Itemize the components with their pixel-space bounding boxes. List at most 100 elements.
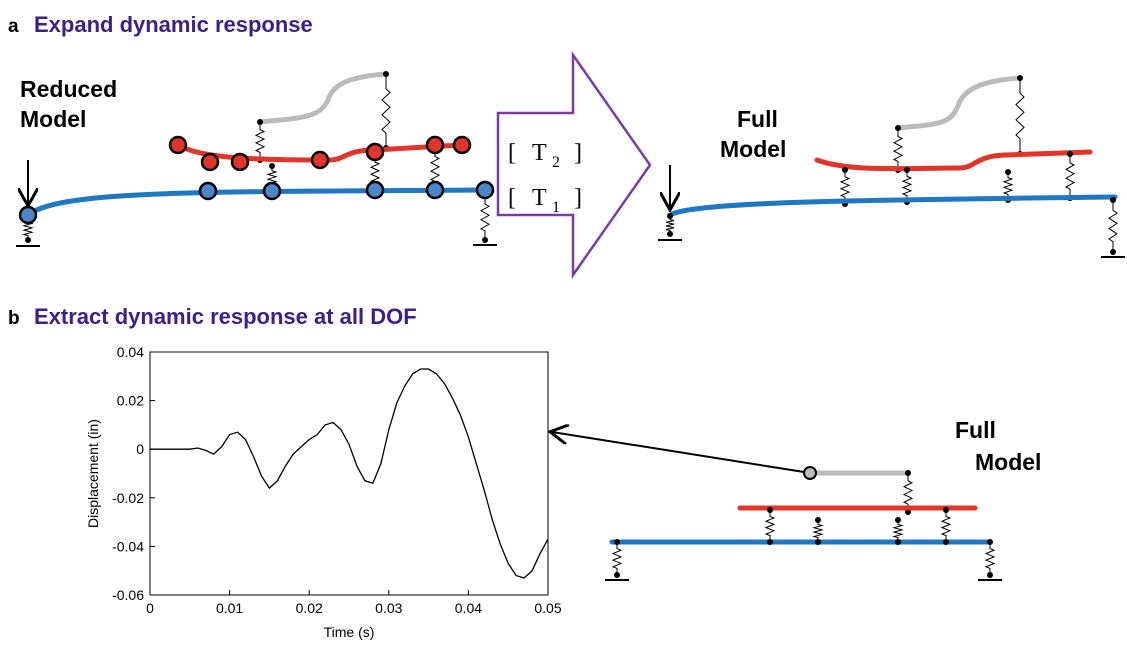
- spring: [892, 128, 904, 170]
- dof-node: [198, 181, 218, 201]
- x-axis-label: Time (s): [324, 624, 375, 640]
- joint: [614, 539, 620, 545]
- y-tick-label: 0: [136, 441, 144, 457]
- beam: [814, 149, 1093, 172]
- joint: [815, 517, 821, 523]
- panel-title: Extract dynamic response at all DOF: [34, 304, 417, 329]
- dof-node: [803, 466, 817, 480]
- beam: [25, 187, 488, 218]
- bracket: ]: [574, 185, 582, 211]
- panel-letter: a: [8, 16, 19, 37]
- x-tick-label: 0.05: [534, 600, 561, 616]
- beam: [257, 71, 389, 125]
- y-tick-label: -0.02: [112, 490, 144, 506]
- dof-node: [452, 135, 472, 155]
- structure-diagrams: [16, 71, 1125, 581]
- x-tick-label: 0.04: [455, 600, 482, 616]
- beam: [895, 75, 1023, 131]
- panel-title: Expand dynamic response: [34, 12, 313, 37]
- dof-node: [365, 142, 385, 162]
- x-tick-label: 0.02: [296, 600, 323, 616]
- spring: [984, 542, 996, 575]
- dof-node: [310, 150, 330, 170]
- joint: [1110, 197, 1116, 203]
- model-label: Full: [955, 417, 996, 443]
- spring: [940, 510, 952, 542]
- joint: [25, 237, 31, 243]
- spring: [1108, 200, 1118, 252]
- spring: [892, 520, 904, 542]
- joint: [257, 119, 263, 125]
- panel-letter: b: [8, 308, 20, 329]
- joint: [1110, 249, 1116, 255]
- y-tick-label: 0.02: [117, 393, 144, 409]
- joint: [482, 237, 488, 243]
- matrix-subscript: 2: [552, 154, 560, 171]
- joint: [667, 231, 673, 237]
- spring: [839, 170, 851, 204]
- joint: [1067, 151, 1073, 157]
- dof-node: [18, 205, 38, 225]
- dof-node: [262, 181, 282, 201]
- dof-node: [425, 180, 445, 200]
- x-tick-label: 0: [146, 600, 154, 616]
- joint: [767, 539, 773, 545]
- spring: [429, 148, 441, 190]
- x-tick-label: 0.01: [216, 600, 243, 616]
- y-tick-label: -0.04: [112, 538, 144, 554]
- model-label: Full: [737, 106, 778, 132]
- dof-node: [200, 152, 220, 172]
- spring: [1015, 78, 1025, 154]
- matrix-subscript: 1: [552, 199, 560, 216]
- spring: [381, 74, 391, 148]
- dof-node: [168, 135, 188, 155]
- y-axis-label: Displacement (in): [85, 419, 101, 528]
- bracket: ]: [574, 140, 582, 166]
- joint: [987, 539, 993, 545]
- spring: [611, 542, 623, 575]
- plot: 0.040.020-0.02-0.04-0.060 0.01 0.02 0.03 0.0…: [85, 344, 562, 640]
- dof-node: [230, 152, 250, 172]
- spring: [812, 520, 824, 542]
- plot-frame: [149, 351, 549, 596]
- y-tick-label: 0.04: [117, 344, 144, 360]
- data-line: [150, 368, 549, 579]
- x-tick-label: 0.03: [375, 600, 402, 616]
- joint: [614, 572, 620, 578]
- joint: [383, 71, 389, 77]
- spring: [901, 170, 913, 202]
- joint: [987, 572, 993, 578]
- joint: [904, 167, 910, 173]
- model-label: Model: [20, 106, 86, 132]
- bracket: [: [508, 140, 516, 166]
- joint: [905, 470, 911, 476]
- joint: [943, 507, 949, 513]
- spring: [1064, 154, 1076, 198]
- joint: [269, 163, 275, 169]
- joint: [1005, 169, 1011, 175]
- matrix-symbol: T: [532, 185, 547, 211]
- joint: [667, 213, 673, 219]
- joint: [895, 125, 901, 131]
- dof-node: [425, 135, 445, 155]
- joint: [895, 539, 901, 545]
- model-label: Model: [720, 136, 786, 162]
- matrix-symbol: T: [532, 140, 547, 166]
- dof-node: [475, 180, 495, 200]
- joint: [895, 517, 901, 523]
- arrow: [552, 432, 805, 473]
- joint: [943, 539, 949, 545]
- spring: [479, 195, 491, 240]
- beam: [669, 194, 1118, 217]
- dof-node: [365, 180, 385, 200]
- model-label: Model: [975, 449, 1041, 475]
- joint: [842, 167, 848, 173]
- spring: [1002, 172, 1014, 200]
- transform-arrow: [496, 51, 652, 279]
- model-label: Reduced: [20, 76, 117, 102]
- spring: [665, 216, 675, 234]
- bracket: [: [508, 185, 516, 211]
- joint: [767, 507, 773, 513]
